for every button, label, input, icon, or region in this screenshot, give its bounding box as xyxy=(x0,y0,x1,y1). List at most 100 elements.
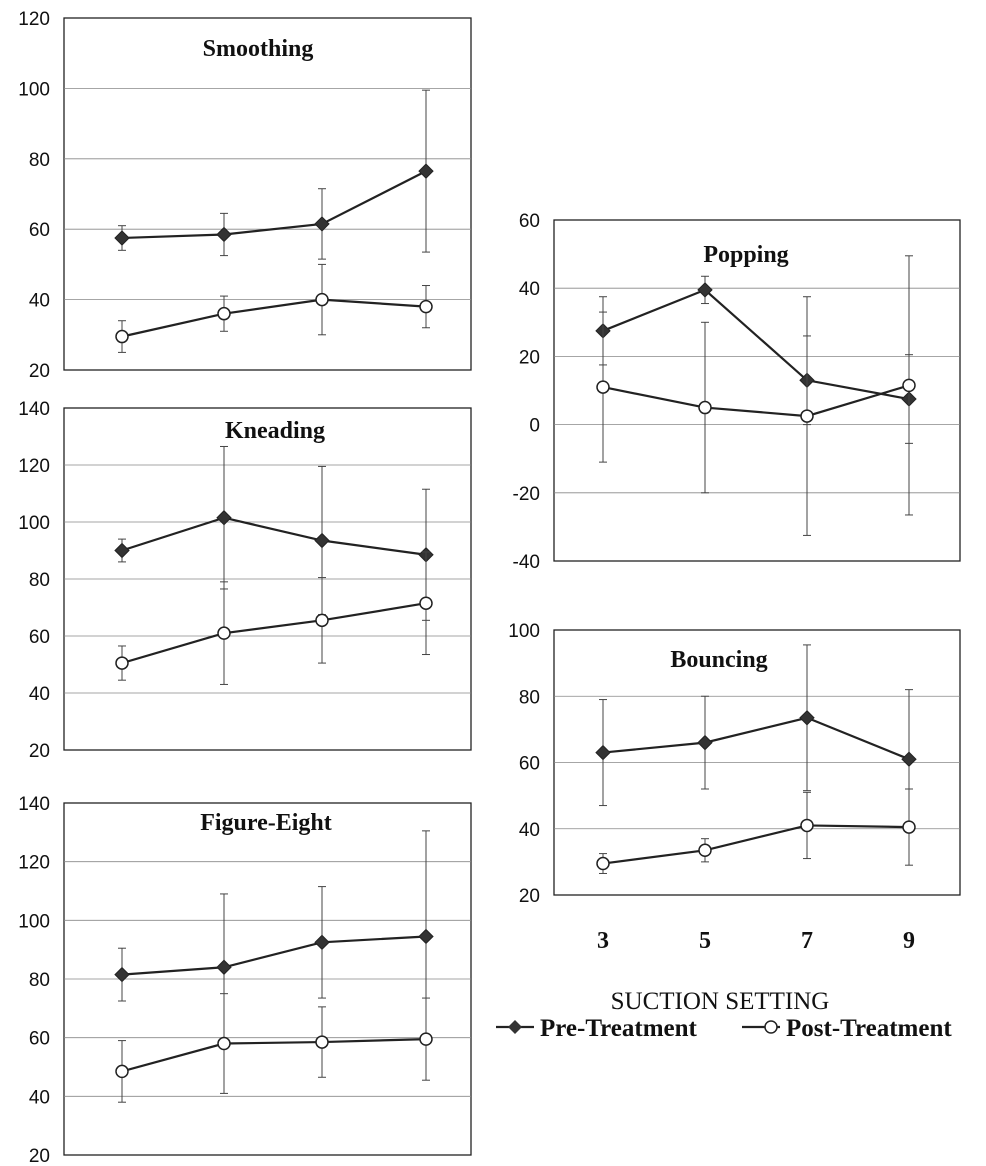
y-tick-label: 40 xyxy=(29,1087,50,1108)
data-point xyxy=(418,163,434,179)
data-point xyxy=(216,510,232,526)
y-tick-label: 120 xyxy=(18,9,50,30)
data-point xyxy=(314,532,330,549)
data-point xyxy=(902,820,916,834)
data-point xyxy=(315,292,329,307)
data-point xyxy=(901,751,917,767)
data-point xyxy=(419,596,433,610)
data-point xyxy=(115,329,129,344)
y-tick-label: 0 xyxy=(529,416,540,437)
y-tick-label: 120 xyxy=(18,456,50,477)
data-point xyxy=(314,216,330,232)
legend-post-circle-icon xyxy=(764,1020,778,1034)
y-tick-label: 60 xyxy=(519,211,540,232)
data-point xyxy=(419,299,433,314)
y-tick-label: 20 xyxy=(519,347,540,368)
data-point xyxy=(115,1064,129,1079)
series-line xyxy=(602,824,910,865)
series-line xyxy=(602,716,910,761)
y-tick-label: 40 xyxy=(519,279,540,300)
data-point xyxy=(595,744,611,761)
data-point xyxy=(419,1032,433,1046)
data-point xyxy=(314,934,330,951)
x-axis-label: SUCTION SETTING xyxy=(611,988,830,1015)
legend-post-label: Post-Treatment xyxy=(786,1015,952,1042)
legend: Pre-Treatment Post-Treatment xyxy=(496,1015,952,1042)
legend-pre-label: Pre-Treatment xyxy=(540,1015,698,1042)
series-post-treatment xyxy=(596,788,916,874)
series-line xyxy=(121,935,427,976)
y-tick-label: 20 xyxy=(519,886,540,907)
series-line xyxy=(121,170,427,240)
series-line xyxy=(121,298,427,338)
data-point xyxy=(698,843,712,858)
data-point xyxy=(114,542,130,559)
y-tick-label: -40 xyxy=(513,552,540,573)
data-point xyxy=(902,378,916,393)
data-point xyxy=(697,282,713,298)
y-tick-label: 40 xyxy=(29,684,50,705)
legend-item-post-treatment: Post-Treatment xyxy=(742,1015,952,1042)
panel-title: Bouncing xyxy=(670,647,767,673)
data-point xyxy=(698,400,712,415)
y-tick-label: 100 xyxy=(18,513,50,534)
y-tick-label: 80 xyxy=(29,150,50,171)
y-tick-label: 140 xyxy=(18,794,50,815)
x-tick-label: 7 xyxy=(801,928,813,954)
y-tick-label: 120 xyxy=(18,853,50,874)
panel-title: Popping xyxy=(703,242,788,268)
y-tick-label: 100 xyxy=(18,79,50,100)
y-tick-label: 80 xyxy=(519,687,540,708)
plot-frame xyxy=(63,17,472,371)
y-tick-label: 60 xyxy=(29,627,50,648)
data-point xyxy=(315,613,329,628)
data-point xyxy=(114,966,130,983)
series-line xyxy=(121,1038,427,1073)
data-point xyxy=(217,626,231,640)
y-tick-label: 20 xyxy=(29,361,50,382)
y-tick-label: 80 xyxy=(29,970,50,991)
series-pre-treatment xyxy=(114,445,434,621)
y-tick-label: 40 xyxy=(519,820,540,841)
series-post-treatment xyxy=(596,255,916,536)
y-tick-label: 80 xyxy=(29,570,50,591)
x-tick-label: 5 xyxy=(699,928,711,954)
data-point xyxy=(800,409,814,423)
data-point xyxy=(315,1035,329,1049)
y-tick-label: 20 xyxy=(29,1146,50,1166)
panel-title: Figure-Eight xyxy=(200,810,332,836)
data-point xyxy=(216,959,232,975)
data-point xyxy=(697,734,713,751)
data-point xyxy=(217,306,231,321)
series-post-treatment xyxy=(115,993,433,1103)
panel-popping: -40 -20 0 20 40 60 Popping xyxy=(513,211,961,573)
series-line xyxy=(602,384,910,418)
panel-smoothing: 20 40 60 80 100 120 Smoothing xyxy=(18,9,472,382)
series-pre-treatment xyxy=(114,89,434,260)
panel-title: Kneading xyxy=(225,418,325,444)
y-tick-label: 60 xyxy=(29,220,50,241)
panel-figure-eight: 20 40 60 80 100 120 140 Figure-Eight xyxy=(18,794,472,1166)
y-tick-label: 60 xyxy=(29,1029,50,1050)
series-line xyxy=(602,288,910,401)
series-post-treatment xyxy=(115,263,433,353)
x-tick-label: 9 xyxy=(903,928,915,954)
data-point xyxy=(115,656,129,670)
series-line xyxy=(121,516,427,556)
panel-title: Smoothing xyxy=(203,36,314,62)
data-point xyxy=(216,226,232,243)
y-tick-label: 20 xyxy=(29,741,50,762)
panel-kneading: 20 40 60 80 100 120 140 Kneading xyxy=(18,399,472,762)
data-point xyxy=(217,1036,231,1051)
data-point xyxy=(418,928,434,945)
data-point xyxy=(596,380,610,394)
legend-pre-diamond-icon xyxy=(508,1020,522,1034)
y-tick-label: 60 xyxy=(519,754,540,775)
data-point xyxy=(114,230,130,246)
legend-item-pre-treatment: Pre-Treatment xyxy=(496,1015,698,1042)
y-tick-label: -20 xyxy=(513,484,540,505)
panel-bouncing: 20 40 60 80 100 Bouncing 3 5 7 9 xyxy=(508,621,961,954)
data-point xyxy=(596,856,610,871)
data-point xyxy=(800,818,814,833)
